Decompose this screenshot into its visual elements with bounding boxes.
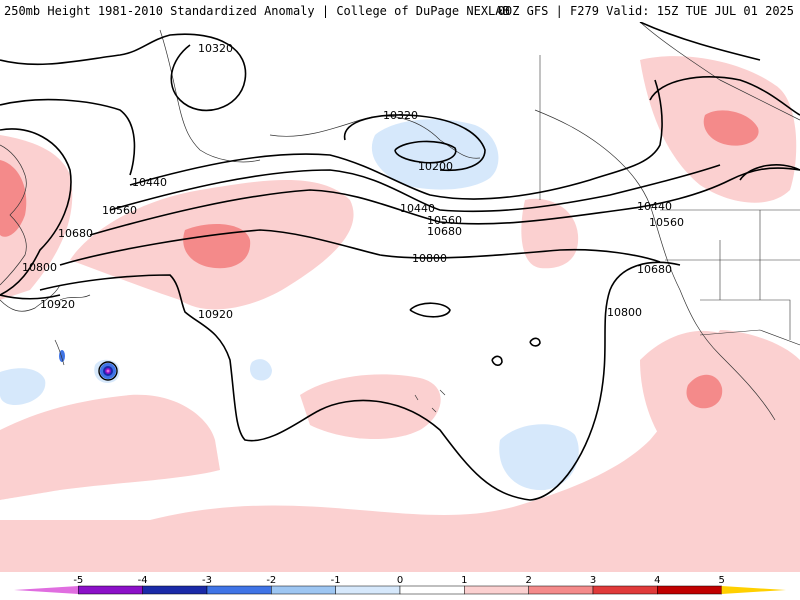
- colorbar-segment: [271, 585, 336, 595]
- contour-label-10560-a: 10560: [102, 204, 137, 217]
- contour-label-10560-b: 10560: [427, 214, 462, 227]
- contour-labels: 10320 10320 10200 10440 10440 10440 1056…: [22, 42, 684, 321]
- colorbar-tick-label: 0: [397, 575, 403, 586]
- colorbar-tick-label: 4: [654, 575, 660, 586]
- run-info: 00Z GFS | F279 Valid: 15Z TUE JUL 01 202…: [497, 4, 794, 18]
- colorbar-arrow-left: [14, 586, 79, 594]
- colorbar-tick-label: 3: [590, 575, 596, 586]
- contour-label-10800-b: 10800: [412, 252, 447, 265]
- colorbar-tick-label: 2: [525, 575, 531, 586]
- negative-anomaly-strong: [59, 350, 116, 379]
- colorbar-tick-label: -1: [331, 575, 341, 586]
- colorbar-segment: [335, 585, 401, 595]
- contour-label-10920-b: 10920: [198, 308, 233, 321]
- coastlines: [0, 22, 800, 421]
- colorbar-arrow-right: [721, 586, 786, 594]
- colorbar-segment: [142, 585, 208, 595]
- map-title: 250mb Height 1981-2010 Standardized Anom…: [4, 4, 510, 18]
- contour-label-10680-b: 10680: [427, 225, 462, 238]
- contour-label-10800-c: 10800: [607, 306, 642, 319]
- colorbar-segment: [464, 585, 529, 595]
- contour-label-10320-b: 10320: [383, 109, 418, 122]
- cyclone-marker: [98, 361, 118, 381]
- colorbar-ticks: -5 -4 -3 -2 -1 0 1 2 3 4 5: [73, 575, 725, 586]
- contour-label-10920-a: 10920: [40, 298, 75, 311]
- colorbar-segment: [657, 585, 722, 595]
- contour-label-10200: 10200: [418, 160, 453, 173]
- colorbar-segments: [14, 585, 786, 595]
- colorbar-tick-label: -2: [266, 575, 276, 586]
- colorbar-segment: [399, 585, 465, 595]
- borders: [539, 55, 800, 346]
- contour-label-10560-c: 10560: [649, 216, 684, 229]
- anomaly-map: 10320 10320 10200 10440 10440 10440 1056…: [0, 22, 800, 572]
- colorbar-tick-label: 5: [718, 575, 724, 586]
- positive-anomaly-medium: [0, 110, 759, 409]
- contour-label-10440-b: 10440: [400, 202, 435, 215]
- colorbar-tick-label: -5: [73, 575, 83, 586]
- title-bar: 250mb Height 1981-2010 Standardized Anom…: [0, 0, 800, 22]
- colorbar-tick-label: -3: [202, 575, 212, 586]
- contour-label-10800-a: 10800: [22, 261, 57, 274]
- colorbar-segment: [206, 585, 272, 595]
- contour-label-10320-a: 10320: [198, 42, 233, 55]
- colorbar-segment: [528, 585, 594, 595]
- contour-label-10440-a: 10440: [132, 176, 167, 189]
- colorbar-tick-label: 1: [461, 575, 467, 586]
- colorbar-tick-label: -4: [138, 575, 148, 586]
- height-contours: [0, 22, 800, 501]
- contour-label-10680-a: 10680: [58, 227, 93, 240]
- colorbar-segment: [78, 585, 143, 595]
- contour-label-10440-c: 10440: [637, 200, 672, 213]
- colorbar-segment: [592, 585, 658, 595]
- contour-label-10680-c: 10680: [637, 263, 672, 276]
- colorbar: -5 -4 -3 -2 -1 0 1 2 3 4 5: [14, 575, 786, 595]
